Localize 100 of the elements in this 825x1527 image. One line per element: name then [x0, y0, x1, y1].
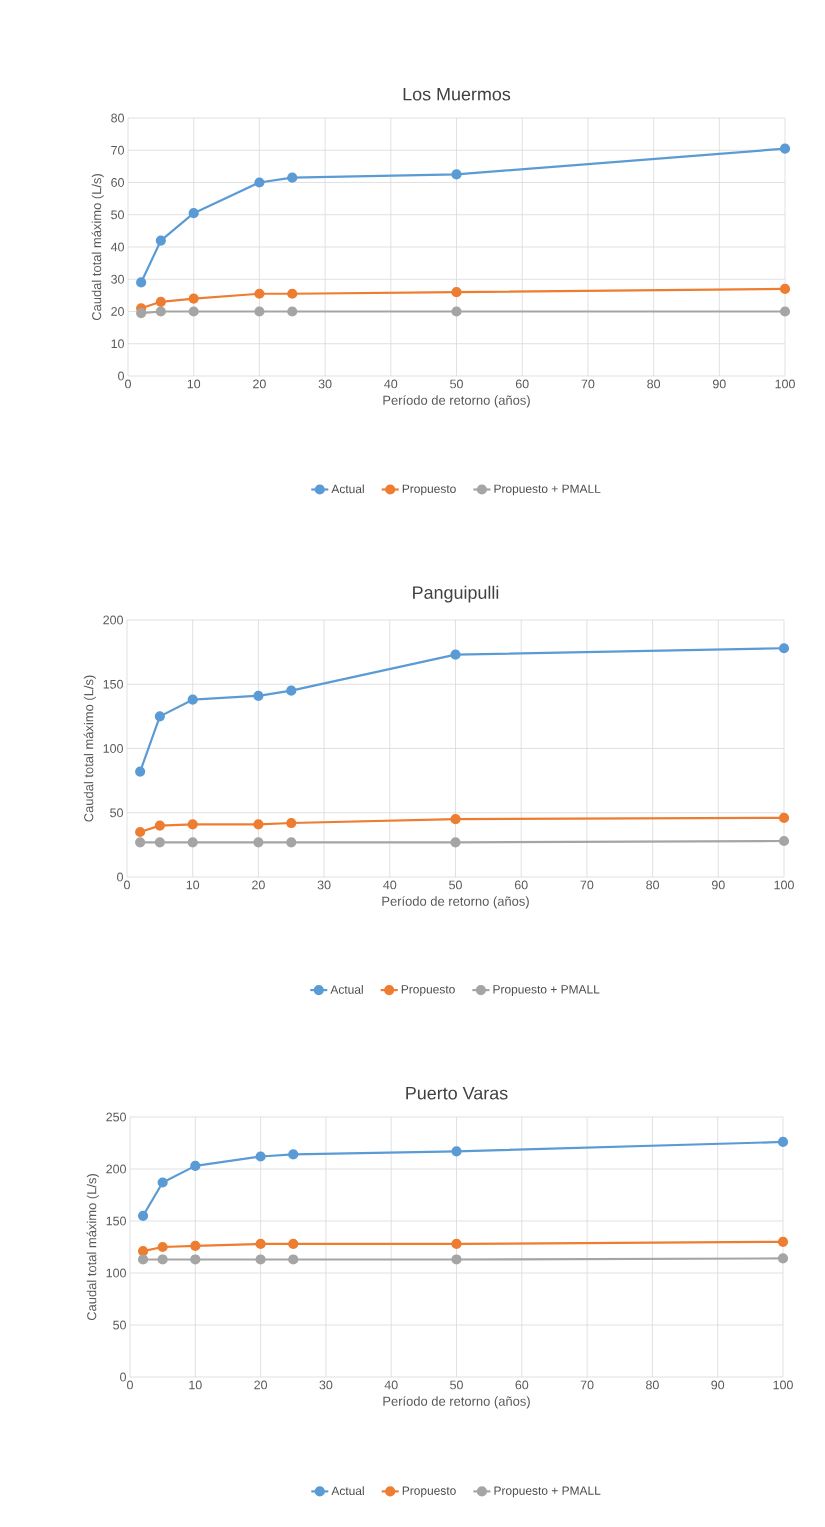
x-tick-label: 20 — [254, 1380, 268, 1390]
point — [187, 837, 198, 848]
legend-label: Propuesto + PMALL — [494, 484, 601, 496]
point — [188, 208, 199, 219]
point — [778, 643, 790, 654]
point — [135, 826, 146, 838]
point — [288, 1149, 299, 1160]
y-tick-label: 20 — [111, 307, 124, 316]
x-tick-label: 10 — [189, 1380, 202, 1390]
x-tick-label: 80 — [646, 880, 660, 890]
x-tick-label: 100 — [773, 1380, 793, 1390]
point — [154, 820, 165, 831]
y-tick-label: 0 — [118, 371, 124, 381]
point — [286, 837, 297, 848]
point — [188, 293, 199, 304]
y-tick-label: 50 — [111, 210, 124, 220]
x-tick-label: 100 — [775, 379, 795, 389]
x-tick-label: 30 — [318, 379, 332, 389]
x-tick-label: 60 — [514, 880, 528, 890]
point — [779, 283, 791, 295]
point — [154, 711, 165, 722]
point — [450, 814, 461, 825]
point — [157, 1177, 168, 1188]
y-tick-label: 40 — [110, 242, 124, 252]
point — [451, 169, 462, 180]
point — [779, 143, 791, 154]
point — [451, 1146, 462, 1157]
chart-title: Panguipulli — [413, 585, 499, 603]
point — [451, 1238, 462, 1249]
y-tick-label: 70 — [111, 145, 124, 155]
point — [253, 837, 264, 848]
point — [154, 837, 165, 848]
chart-title: Puerto Varas — [406, 1086, 508, 1100]
point — [187, 694, 198, 705]
legend-label: Actual — [330, 985, 363, 994]
point — [137, 1210, 149, 1221]
point — [451, 1254, 462, 1265]
legend-label: Propuesto — [401, 985, 455, 996]
x-tick-label: 40 — [383, 880, 397, 890]
chart-title: Los Muermos — [403, 87, 511, 101]
y-tick-label: 100 — [106, 1268, 126, 1278]
point — [136, 308, 147, 319]
x-tick-label: 10 — [186, 880, 200, 890]
legend-label: Actual — [331, 1486, 364, 1496]
point — [253, 690, 264, 701]
point — [157, 1254, 168, 1265]
y-tick-label: 100 — [103, 744, 123, 753]
point — [135, 837, 146, 848]
point — [451, 287, 462, 298]
y-tick-label: 0 — [120, 1372, 126, 1382]
x-tick-label: 70 — [580, 1380, 594, 1390]
x-axis-title: Período de retorno (años) — [383, 395, 530, 408]
legend-label: Propuesto — [402, 1486, 456, 1498]
y-tick-label: 250 — [106, 1112, 126, 1122]
y-tick-label: 150 — [106, 1216, 126, 1226]
point — [255, 1151, 266, 1162]
x-tick-label: 70 — [581, 379, 595, 389]
point — [450, 837, 461, 848]
y-tick-label: 0 — [117, 872, 123, 882]
point — [288, 1238, 299, 1249]
point — [187, 819, 198, 830]
y-tick-label: 50 — [113, 1320, 126, 1330]
point — [190, 1160, 201, 1171]
point — [777, 1253, 789, 1264]
point — [254, 177, 265, 188]
x-tick-label: 30 — [317, 880, 331, 890]
x-tick-label: 30 — [319, 1380, 333, 1390]
point — [188, 306, 199, 317]
x-tick-label: 80 — [646, 1380, 659, 1390]
y-tick-label: 150 — [103, 679, 123, 689]
x-tick-label: 60 — [515, 379, 529, 389]
y-tick-label: 200 — [103, 615, 123, 625]
point — [135, 766, 146, 777]
x-tick-label: 80 — [647, 379, 661, 389]
point — [287, 306, 298, 317]
point — [155, 235, 166, 246]
y-tick-label: 50 — [110, 808, 123, 818]
point — [777, 1236, 789, 1247]
x-tick-label: 90 — [711, 880, 725, 890]
x-tick-label: 10 — [187, 379, 201, 389]
x-tick-label: 40 — [384, 379, 398, 389]
x-tick-label: 70 — [580, 880, 594, 890]
point — [255, 1254, 266, 1265]
x-tick-label: 20 — [252, 880, 265, 890]
legend-label: Propuesto + PMALL — [493, 985, 600, 996]
y-tick-label: 60 — [111, 178, 124, 187]
x-axis-title: Período de retorno (años) — [383, 1396, 530, 1409]
x-tick-label: 50 — [450, 379, 463, 389]
point — [288, 1254, 299, 1265]
point — [287, 288, 298, 299]
point — [253, 819, 264, 830]
point — [137, 1246, 149, 1257]
point — [155, 306, 166, 317]
point — [137, 1254, 149, 1265]
point — [287, 172, 298, 183]
point — [254, 288, 265, 299]
y-axis-title: Caudal total máximo (L/s) — [91, 174, 104, 321]
y-axis-title: Caudal total máximo (L/s) — [83, 675, 96, 822]
x-tick-label: 0 — [127, 1380, 133, 1390]
point — [190, 1240, 201, 1252]
